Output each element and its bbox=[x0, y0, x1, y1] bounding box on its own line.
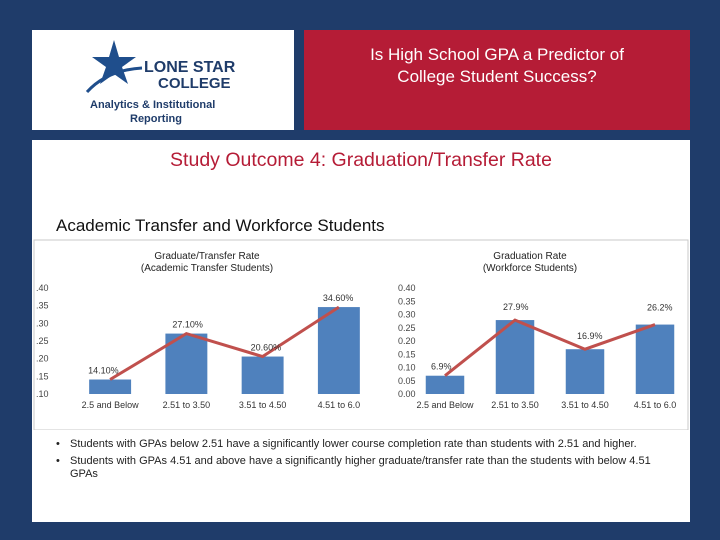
lone-star-college-logo: LONE STAR COLLEGE Analytics & Institutio… bbox=[85, 40, 236, 125]
y-tick-label: 0.00 bbox=[398, 389, 416, 399]
bar bbox=[317, 307, 360, 394]
bullet-text: Students with GPAs below 2.51 have a sig… bbox=[70, 438, 637, 450]
chart-title-line2: (Academic Transfer Students) bbox=[141, 263, 273, 274]
bar bbox=[241, 356, 284, 394]
bullet-list: • Students with GPAs below 2.51 have a si… bbox=[56, 438, 666, 485]
logo-dept-line2: Reporting bbox=[130, 113, 182, 125]
x-tick-label: 4.51 to 6.0 bbox=[318, 400, 361, 410]
data-label: 16.9% bbox=[577, 331, 603, 341]
y-tick-label: 0.20 bbox=[398, 336, 416, 346]
bar bbox=[425, 375, 465, 394]
series-line bbox=[109, 305, 340, 381]
x-tick-label: 2.5 and Below bbox=[416, 400, 474, 410]
chart-title-line1: Graduate/Transfer Rate bbox=[154, 251, 260, 262]
x-tick-label: 2.51 to 3.50 bbox=[491, 400, 539, 410]
y-tick-label: .10 bbox=[36, 389, 49, 399]
bar bbox=[635, 324, 675, 394]
bar bbox=[565, 349, 605, 394]
slide-subtitle: Study Outcome 4: Graduation/Transfer Rat… bbox=[170, 149, 552, 171]
y-tick-label: .20 bbox=[36, 354, 49, 364]
logo-name-line2: COLLEGE bbox=[158, 75, 231, 92]
content-panel: Study Outcome 4: Graduation/Transfer Rat… bbox=[32, 140, 690, 522]
charts-frame bbox=[33, 239, 689, 430]
y-tick-label: .25 bbox=[36, 336, 49, 346]
data-label: 26.2% bbox=[647, 303, 673, 313]
x-tick-label: 3.51 to 4.50 bbox=[239, 400, 287, 410]
y-tick-label: .30 bbox=[36, 318, 49, 328]
x-tick-label: 2.5 and Below bbox=[82, 400, 140, 410]
bullet-icon: • bbox=[56, 455, 60, 467]
y-tick-label: .35 bbox=[36, 301, 49, 311]
x-tick-label: 4.51 to 6.0 bbox=[634, 400, 677, 410]
chart-title-line1: Graduation Rate bbox=[493, 251, 567, 262]
x-tick-label: 3.51 to 4.50 bbox=[561, 400, 609, 410]
y-tick-label: 0.10 bbox=[398, 363, 416, 373]
section-title: Academic Transfer and Workforce Students bbox=[56, 216, 385, 235]
data-label: 27.9% bbox=[503, 302, 529, 312]
bullet-text: Students with GPAs 4.51 and above have a… bbox=[70, 455, 651, 480]
bullet-item: • Students with GPAs 4.51 and above have … bbox=[56, 455, 666, 481]
data-label: 6.9% bbox=[431, 362, 452, 372]
logo-dept-line1: Analytics & Institutional bbox=[90, 99, 215, 111]
logo-panel: LONE STAR COLLEGE Analytics & Institutio… bbox=[32, 30, 294, 130]
y-tick-label: .40 bbox=[36, 283, 49, 293]
y-tick-label: 0.35 bbox=[398, 296, 416, 306]
header-title-line1: Is High School GPA a Predictor of bbox=[370, 45, 624, 64]
series-line bbox=[444, 318, 656, 377]
star-icon bbox=[92, 40, 136, 84]
logo-name-line1: LONE STAR bbox=[144, 59, 236, 76]
data-label: 34.60% bbox=[323, 293, 354, 303]
y-tick-label: 0.15 bbox=[398, 349, 416, 359]
y-tick-label: .15 bbox=[36, 371, 49, 381]
y-tick-label: 0.40 bbox=[398, 283, 416, 293]
x-tick-label: 2.51 to 3.50 bbox=[163, 400, 211, 410]
data-label: 27.10% bbox=[172, 320, 203, 330]
header-title: Is High School GPA a Predictor of Colleg… bbox=[304, 30, 690, 130]
data-label: 14.10% bbox=[88, 366, 119, 376]
bullet-item: • Students with GPAs below 2.51 have a si… bbox=[56, 438, 666, 451]
y-tick-label: 0.25 bbox=[398, 323, 416, 333]
y-tick-label: 0.30 bbox=[398, 310, 416, 320]
chart-title-line2: (Workforce Students) bbox=[483, 263, 577, 274]
header-title-line2: College Student Success? bbox=[397, 67, 597, 86]
bar bbox=[495, 320, 535, 394]
y-tick-label: 0.05 bbox=[398, 376, 416, 386]
data-label: 20.60% bbox=[251, 343, 282, 353]
bar bbox=[89, 379, 132, 394]
bullet-icon: • bbox=[56, 438, 60, 450]
charts-area: Graduate/Transfer Rate(Academic Transfer… bbox=[33, 239, 689, 430]
